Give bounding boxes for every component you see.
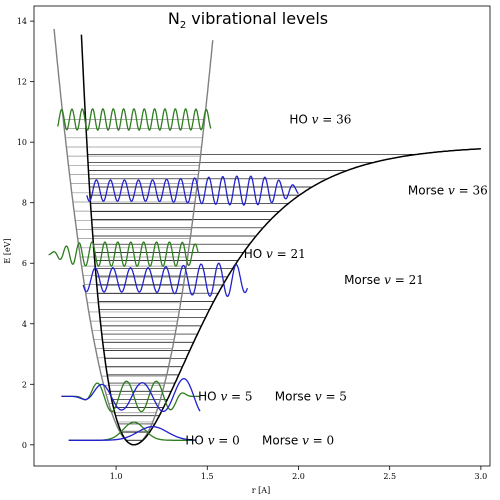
morse-v36-wavefunction [86,175,299,206]
y-tick-label: 8 [22,199,27,208]
morse-v0-wavefunction [68,426,197,441]
wavefunction-labels: HO v = 36 Morse v = 36 HO v = 21 Morse v = … [185,112,487,447]
y-tick-label: 14 [17,17,27,26]
harmonic-potential-curve [53,28,214,446]
x-tick-label: 1.0 [110,472,123,481]
y-tick-label: 10 [17,138,27,147]
y-tick-label: 2 [22,380,27,389]
wavefunction-label: HO v = 5 [198,389,252,403]
ho-v36-wavefunction [57,108,212,131]
y-tick-label: 0 [22,441,27,450]
wavefunctions [48,108,299,441]
x-tick-label: 3.0 [475,472,488,481]
wavefunction-label: HO v = 0 [185,433,239,447]
x-tick-label: 2.0 [292,472,305,481]
potential-curves [53,28,481,446]
y-tick-label: 6 [22,259,27,268]
morse-v21-wavefunction [82,262,249,297]
x-axis-label: r [A] [252,486,270,495]
plot-frame [33,5,491,467]
ho-v5-wavefunction [61,380,200,413]
y-axis-ticks: 0 2 4 6 8 10 12 14 [17,17,34,450]
y-axis-label: E [eV] [3,238,12,263]
x-axis-ticks: 1.0 1.5 2.0 2.5 3.0 [110,466,488,481]
wavefunction-label: HO v = 36 [289,112,351,126]
wavefunction-label: Morse v = 21 [344,273,424,287]
morse-potential-curve [80,34,481,446]
x-tick-label: 2.5 [383,472,396,481]
y-tick-label: 4 [22,320,27,329]
wavefunction-label: Morse v = 0 [262,433,334,447]
morse-v5-wavefunction [61,378,201,413]
chart-title: N2 vibrational levels [168,9,328,31]
wavefunction-label: Morse v = 36 [408,184,488,198]
wavefunction-label: HO v = 21 [244,247,306,261]
wavefunction-label: Morse v = 5 [275,389,347,403]
y-tick-label: 12 [17,78,27,87]
ho-v21-wavefunction [48,241,199,268]
x-tick-label: 1.5 [201,472,214,481]
